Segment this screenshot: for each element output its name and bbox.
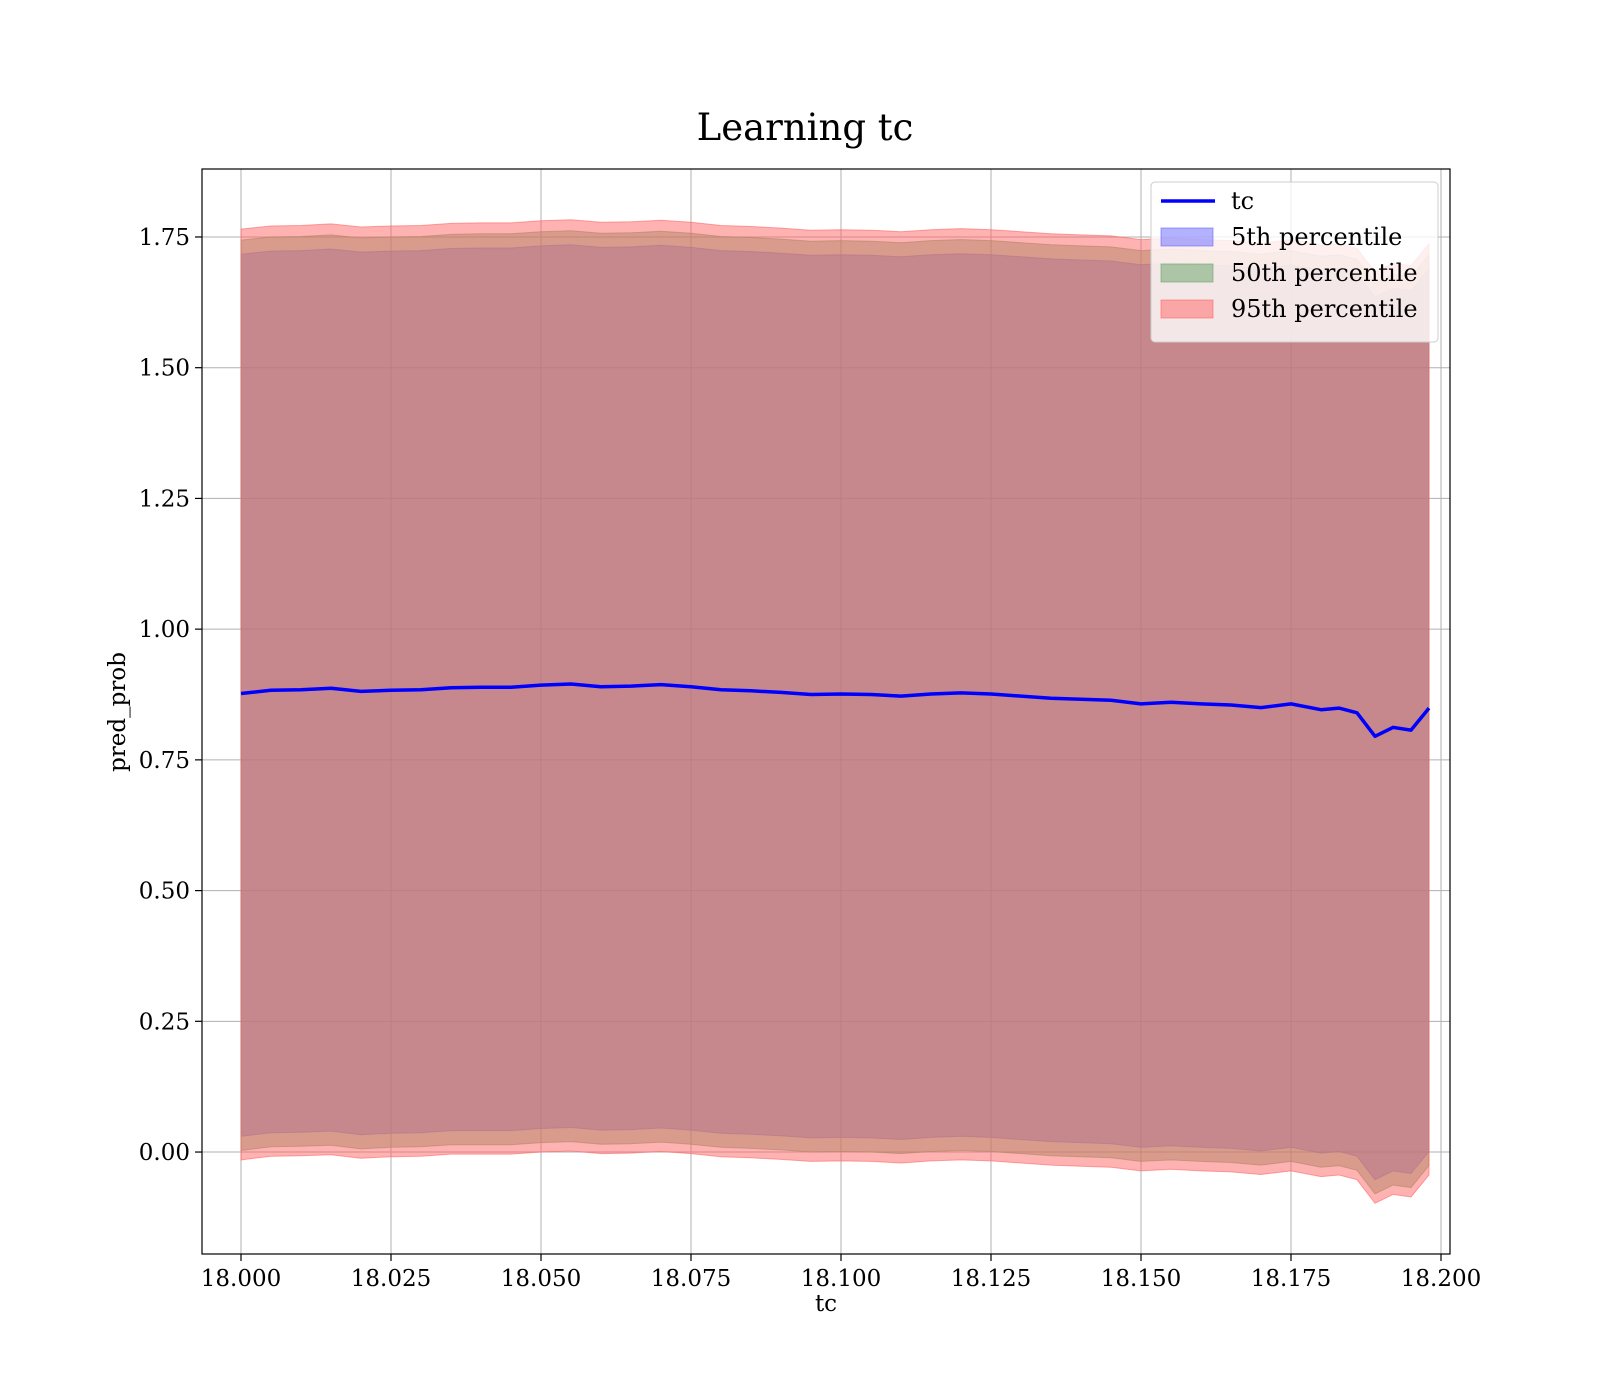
legend-label: 50th percentile xyxy=(1231,259,1418,287)
y-tick-label: 0.75 xyxy=(139,748,190,774)
y-tick-label: 0.50 xyxy=(139,879,190,905)
x-tick-label: 18.025 xyxy=(351,1266,431,1292)
x-tick-label: 18.200 xyxy=(1401,1266,1481,1292)
legend-label: tc xyxy=(1231,187,1254,215)
legend-label: 95th percentile xyxy=(1231,295,1418,323)
plot-frame xyxy=(201,168,1451,1255)
legend: tc 5th percentile 50th percentile 95th perc… xyxy=(1150,181,1439,343)
y-tick-label: 1.00 xyxy=(139,617,190,643)
y-tick-label: 0.00 xyxy=(139,1140,190,1166)
y-axis-label: pred_prob xyxy=(105,652,131,772)
x-axis-label: tc xyxy=(815,1291,837,1317)
x-tick-label: 18.175 xyxy=(1251,1266,1331,1292)
x-tick-label: 18.000 xyxy=(201,1266,281,1292)
legend-swatch xyxy=(1160,299,1214,319)
y-tick-label: 1.75 xyxy=(139,225,190,251)
y-tick-label: 1.25 xyxy=(139,486,190,512)
legend-swatch xyxy=(1160,263,1214,283)
legend-label: 5th percentile xyxy=(1231,223,1402,251)
x-tick-label: 18.125 xyxy=(951,1266,1031,1292)
bands xyxy=(240,219,1430,1204)
x-tick-label: 18.075 xyxy=(651,1266,731,1292)
legend-box xyxy=(1150,181,1439,343)
y-tick-label: 0.25 xyxy=(139,1009,190,1035)
x-tick-label: 18.150 xyxy=(1101,1266,1181,1292)
x-axis: 18.000 18.025 18.050 18.075 18.100 18.125 18.1… xyxy=(201,1254,1481,1292)
x-tick-label: 18.050 xyxy=(501,1266,581,1292)
y-axis: 0.00 0.25 0.50 0.75 1.00 1.25 1.50 1.75 xyxy=(139,225,202,1166)
chart-title: Learning tc xyxy=(697,106,914,149)
legend-swatch xyxy=(1160,227,1214,247)
y-tick-label: 1.50 xyxy=(139,356,190,382)
band-95th-percentile xyxy=(240,219,1430,1204)
series-lines xyxy=(240,682,1431,739)
x-tick-label: 18.100 xyxy=(801,1266,881,1292)
series-line-tc xyxy=(240,682,1431,739)
